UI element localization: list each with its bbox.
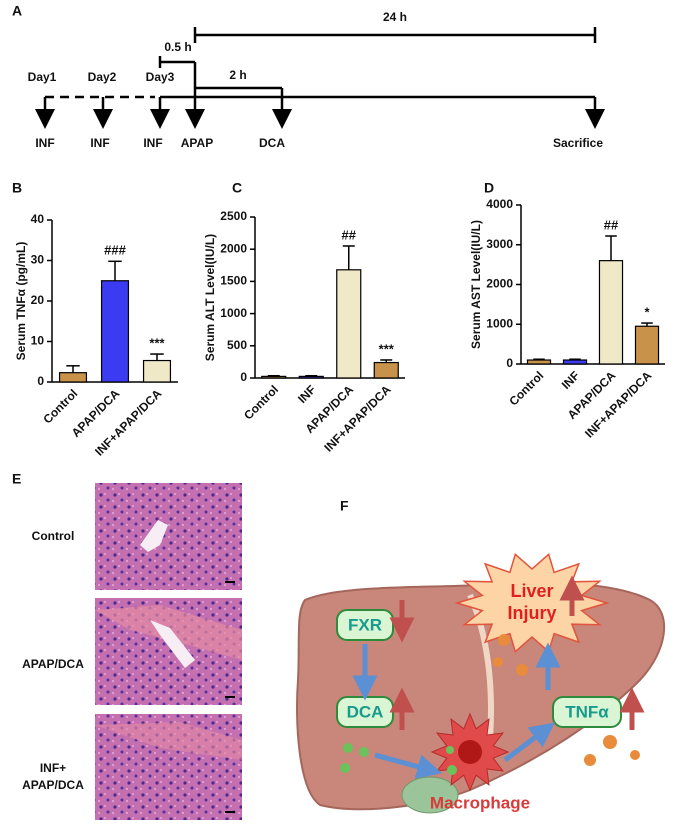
x-tick-label: Control [506, 368, 546, 408]
y-axis-label: Serum ALT Level(IU/L) [203, 234, 217, 361]
y-tick-label: 2000 [220, 241, 247, 255]
event-label: INF [90, 136, 109, 150]
cell-label: Macrophage [430, 793, 530, 812]
bar [562, 359, 588, 365]
arrows [35, 62, 605, 129]
y-tick-label: 500 [227, 338, 247, 352]
row-label: APAP/DCA [22, 657, 84, 671]
day-label: Day1 [28, 70, 57, 84]
x-tick-label: Control [241, 382, 281, 422]
y-tick-label: 4000 [486, 197, 513, 211]
x-tick-label: Control [40, 386, 80, 426]
significance: *** [149, 335, 165, 350]
panel-label: D [484, 180, 494, 196]
y-tick-label: 1000 [486, 316, 513, 330]
event-label: DCA [259, 136, 285, 150]
bar [598, 260, 624, 365]
day-label: Day2 [88, 70, 117, 84]
bar [298, 375, 324, 379]
diagram: F Liver Injury FXR DCA TNFα [296, 498, 666, 814]
nucleus [458, 740, 482, 764]
node-label: DCA [347, 702, 384, 721]
row-label: APAP/DCA [22, 778, 84, 792]
row-label: INF+ [40, 761, 66, 775]
y-tick-label: 40 [31, 212, 45, 226]
duration: 2 h [229, 68, 246, 82]
significance: ## [604, 217, 619, 232]
vessel [150, 620, 195, 668]
vessel [140, 520, 168, 552]
y-tick-label: 1000 [220, 306, 247, 320]
significance: ## [342, 227, 357, 242]
significance: *** [379, 341, 395, 356]
bar [261, 375, 287, 379]
y-tick-label: 0 [240, 370, 247, 384]
x-tick-label: INF [559, 368, 583, 392]
bar [100, 280, 130, 383]
y-tick-label: 0 [506, 356, 513, 370]
duration: 0.5 h [164, 40, 191, 54]
y-tick-label: 0 [37, 374, 44, 388]
significance: ### [104, 243, 126, 258]
x-tick-label: INF+APAP/DCA [582, 368, 654, 440]
necrosis [95, 722, 242, 760]
y-tick-label: 20 [31, 293, 45, 307]
node-label: TNFα [565, 702, 609, 721]
y-tick-label: 1500 [220, 274, 247, 288]
panel-label: C [232, 180, 242, 196]
day-label: Day3 [146, 70, 175, 84]
x-tick-label: INF [295, 382, 319, 406]
x-tick-label: INF+APAP/DCA [321, 382, 393, 454]
bar [336, 269, 362, 379]
bar [373, 361, 399, 379]
y-tick-label: 3000 [486, 237, 513, 251]
bar [142, 359, 172, 383]
panel-label: F [340, 498, 349, 514]
node-label: FXR [348, 615, 382, 634]
row-label: Control [32, 529, 75, 543]
injury-label: Injury [507, 603, 556, 623]
panel-label: B [12, 180, 22, 196]
event-label: INF [35, 136, 54, 150]
panel-label: A [12, 3, 22, 19]
y-axis-label: Serum AST Level(IU/L) [469, 220, 483, 349]
bar [526, 359, 552, 365]
y-tick-label: 30 [31, 253, 45, 267]
histology: E Control APAP/DCA INF+ APAP/DCA [12, 471, 242, 820]
y-tick-label: 10 [31, 334, 45, 348]
event-label: INF [143, 136, 162, 150]
timeline: A 24 h 0.5 h 2 h Day1 Day2 Day3 INF INF … [12, 3, 605, 150]
y-axis-label: Serum TNFα (pg/mL) [14, 242, 28, 361]
event-label: APAP [181, 136, 213, 150]
panel-label: E [12, 471, 21, 487]
flow-arrows [352, 575, 645, 779]
injury-label: Liver [510, 581, 553, 601]
bile-acids [340, 743, 457, 775]
bar [58, 372, 88, 383]
y-tick-label: 2000 [486, 277, 513, 291]
micrograph [95, 483, 242, 590]
bar [634, 325, 660, 365]
significance: * [644, 304, 650, 319]
y-tick-label: 2500 [220, 209, 247, 223]
cytokines [493, 634, 640, 766]
event-label: Sacrifice [553, 136, 603, 150]
duration: 24 h [383, 10, 407, 24]
